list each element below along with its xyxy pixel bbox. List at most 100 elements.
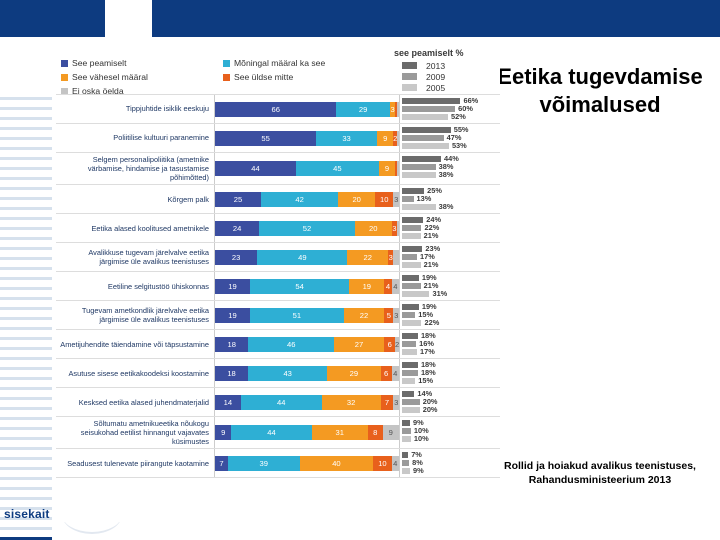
bar-segment: 24 <box>215 220 260 236</box>
trend-value-label: 18% <box>420 368 436 378</box>
legend-swatch-icon <box>61 73 68 81</box>
sidebar-strip: sisekait <box>0 37 52 540</box>
trend-bar <box>402 390 415 397</box>
bar-segment: 9 <box>215 425 232 441</box>
trend-bar <box>402 195 414 202</box>
legend-item: See peamiselt <box>61 56 223 70</box>
bar-segment: 18 <box>215 336 249 352</box>
trend-bar <box>402 261 421 268</box>
chart-row: Selgem personalipoliitika (ametnike värb… <box>56 153 500 186</box>
trend-bar-row: 21% <box>402 231 500 240</box>
row-stacked-bar: 24 52 20 3 <box>214 214 399 243</box>
chart-row: Asutuse sisese eetikakoodeksi koostamine… <box>56 359 500 389</box>
chart-legend: See peamiselt Mõningal määral ka see See v… <box>61 56 391 98</box>
sidebar-brick-pattern <box>0 97 52 537</box>
bar-segment <box>395 101 398 117</box>
bar-segment: 32 <box>321 394 381 410</box>
bar-segment: 10 <box>375 191 394 207</box>
trend-bar <box>402 171 436 178</box>
trend-bar-row: 21% <box>402 281 500 291</box>
trend-bar-row: 10% <box>402 426 500 436</box>
trend-bar <box>402 319 422 326</box>
page-title: Eetika tugevdamise võimalused <box>497 64 703 118</box>
trend-value-label: 18% <box>420 360 436 370</box>
trend-value-label: 31% <box>432 289 448 299</box>
chart-row: Avalikkuse tugevam järelvalve eetika jär… <box>56 243 500 273</box>
bar-segment: 45 <box>295 161 379 177</box>
legend-item: See vähesel määral <box>61 70 223 84</box>
bar-segment: 49 <box>257 249 348 265</box>
trend-value-label: 15% <box>418 376 434 386</box>
trend-bar <box>402 126 451 133</box>
year-swatch-icon <box>402 84 417 91</box>
trend-value-label: 18% <box>420 331 436 341</box>
row-category-label: Avalikkuse tugevam järelvalve eetika jär… <box>88 248 209 267</box>
row-category-label: Sõltumatu ametnikueetika nõukogu seisuko… <box>80 419 209 447</box>
chart-panel: See peamiselt Mõningal määral ka see See v… <box>56 42 500 522</box>
row-stacked-bar: 14 44 32 7 3 <box>214 388 399 417</box>
row-trend-minichart: 19% 21% 31% <box>399 272 500 301</box>
trend-bar-row: 16% <box>402 339 500 348</box>
chart-row: Seadusest tulenevate piirangute kaotamin… <box>56 449 500 479</box>
bar-segment: 7 <box>380 394 394 410</box>
trend-value-label: 38% <box>438 162 454 171</box>
trend-bar <box>402 134 444 141</box>
trend-bar <box>402 224 422 231</box>
row-trend-minichart: 23% 17% 21% <box>399 243 500 272</box>
row-category-label: Eetika alased koolitused ametnikele <box>91 223 210 233</box>
legend-swatch-icon <box>223 59 230 67</box>
chart-row: Kõrgem palk 25 42 20 10 3 25% 13% 38% <box>56 185 500 215</box>
trend-bar-row: 7% <box>402 450 500 459</box>
trend-value-label: 21% <box>423 281 439 291</box>
trend-value-label: 9% <box>412 418 424 428</box>
chart-rows: Tippjuhtide isiklik eeskuju 66 29 3 66% 60% 52… <box>56 94 500 479</box>
row-trend-minichart: 24% 22% 21% <box>399 214 500 243</box>
trend-bar <box>402 155 441 162</box>
row-stacked-bar: 18 46 27 6 2 <box>214 330 399 359</box>
bar-segment: 44 <box>231 425 312 441</box>
bar-segment: 6 <box>384 336 396 352</box>
trend-bar-row: 20% <box>402 397 500 407</box>
chart-row: Ametijuhendite täiendamine või täpsustam… <box>56 330 500 360</box>
trend-value-label: 44% <box>443 154 459 163</box>
bar-segment: 3 <box>393 191 399 207</box>
bar-segment: 20 <box>338 191 376 207</box>
row-stacked-bar: 23 49 22 3 <box>214 243 399 272</box>
trend-bar-row: 38% <box>402 170 500 179</box>
row-stacked-bar: 66 29 3 <box>214 95 399 123</box>
bar-segment: 43 <box>248 365 328 381</box>
trend-bar <box>402 203 436 210</box>
trend-value-label: 53% <box>451 141 467 150</box>
bar-segment: 22 <box>343 307 385 323</box>
trend-value-label: 10% <box>413 434 429 444</box>
trend-bar-row: 22% <box>402 223 500 232</box>
bar-segment: 19 <box>349 278 385 294</box>
trend-bar <box>402 340 417 347</box>
trend-bar <box>402 142 449 149</box>
bar-segment: 44 <box>215 161 296 177</box>
chart-row: Sõltumatu ametnikueetika nõukogu seisuko… <box>56 417 500 450</box>
legend-label: See vähesel määral <box>72 72 148 82</box>
row-trend-minichart: 7% 8% 9% <box>399 449 500 478</box>
trend-value-label: 17% <box>420 252 435 262</box>
bar-segment: 4 <box>384 278 392 294</box>
trend-bar <box>402 187 425 194</box>
trend-bar-row: 23% <box>402 244 500 253</box>
bar-segment: 19 <box>215 307 250 323</box>
trend-value-label: 19% <box>421 273 437 283</box>
header-band-right <box>152 0 720 37</box>
bar-segment: 55 <box>215 130 317 146</box>
row-trend-minichart: 44% 38% 38% <box>399 153 500 185</box>
row-category-label: Kõrgem palk <box>167 194 210 204</box>
row-stacked-bar: 25 42 20 10 3 <box>214 185 399 214</box>
trend-bar-row: 15% <box>402 310 500 319</box>
bar-segment <box>393 249 399 265</box>
row-trend-minichart: 25% 13% 38% <box>399 185 500 214</box>
trend-value-label: 38% <box>438 202 454 212</box>
legend-swatch-icon <box>61 87 68 95</box>
trend-value-label: 20% <box>422 397 438 407</box>
trend-bar <box>402 290 430 297</box>
trend-value-label: 10% <box>413 426 429 436</box>
row-category-label: Poliitilise kultuuri paranemine <box>113 133 209 143</box>
trend-value-label: 20% <box>422 405 438 415</box>
